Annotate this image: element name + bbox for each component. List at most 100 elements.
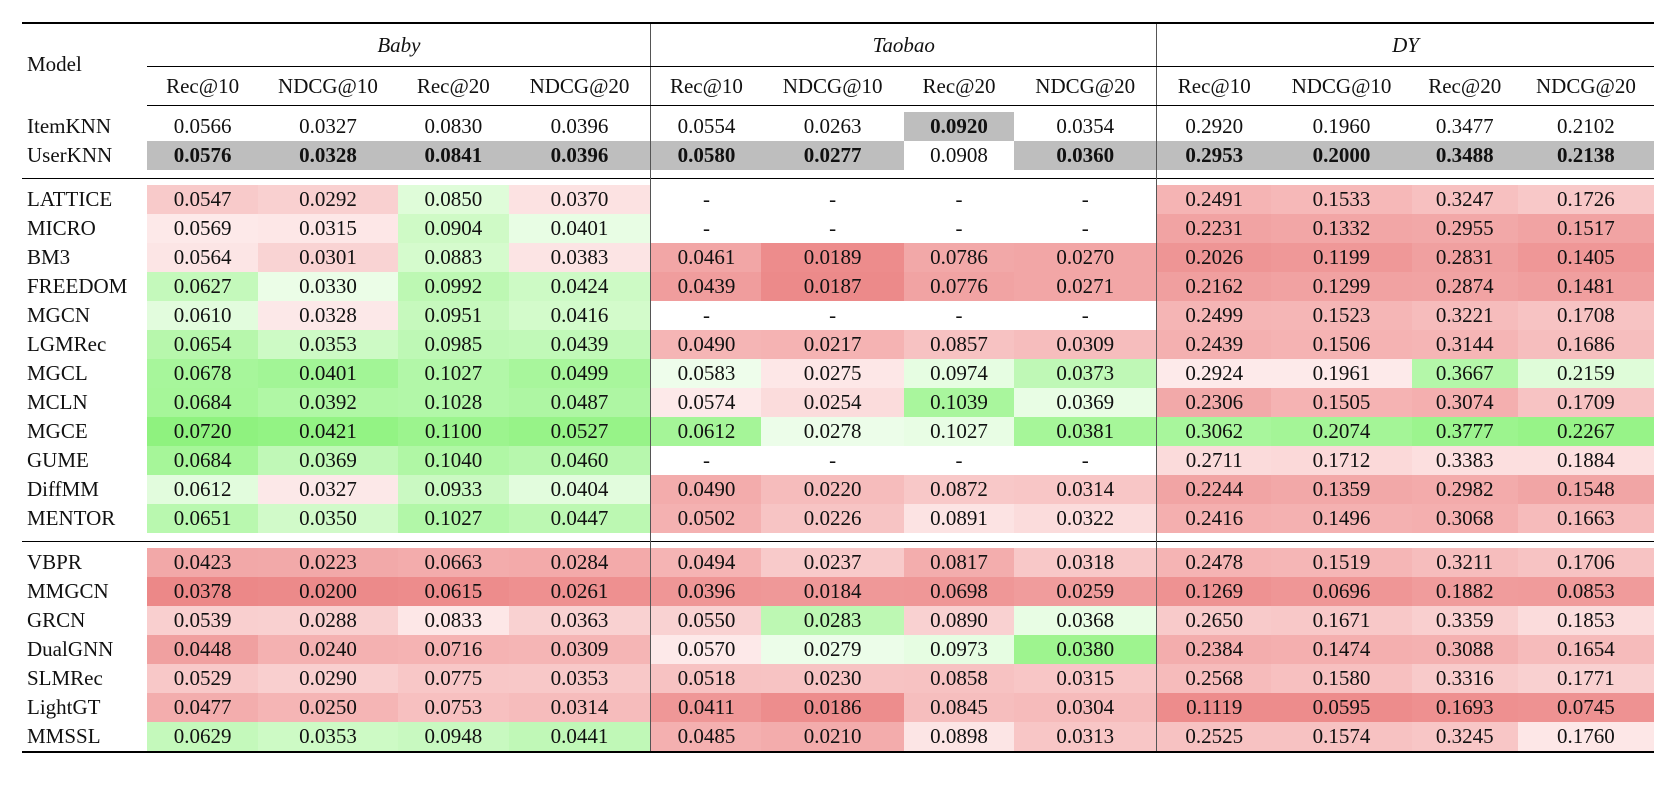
metric-cell: 0.3074 [1411,388,1518,417]
metric-cell: 0.0378 [147,577,258,606]
model-name: MMSSL [22,722,148,753]
metric-cell: 0.0237 [761,548,904,577]
metric-cell: 0.0490 [650,475,762,504]
metric-cell: 0.3247 [1411,185,1518,214]
metric-cell: 0.0416 [508,301,651,330]
metric-cell: 0.1574 [1271,722,1412,753]
metric-cell: 0.1760 [1517,722,1654,753]
group-separator [22,105,1654,112]
metric-cell: 0.0240 [257,635,399,664]
metric-header-taobao-ndcg-at-10: NDCG@10 [761,66,904,106]
metric-cell: 0.0654 [147,330,258,359]
metric-cell: 0.0845 [903,693,1015,722]
metric-cell: 0.0833 [398,606,509,635]
metric-cell: 0.1580 [1271,664,1412,693]
metric-cell: - [650,446,762,475]
metric-cell: 0.0933 [398,475,509,504]
metric-header-baby-rec-at-20: Rec@20 [398,66,509,106]
metric-cell: 0.0318 [1014,548,1157,577]
metric-cell: 0.2138 [1517,141,1654,170]
table-row-mmgcn: MMGCN 0.0378 0.0200 0.0615 0.0261 0.0396 0.018… [22,577,1654,606]
metric-cell: 0.0890 [903,606,1015,635]
model-name: DualGNN [27,637,114,661]
model-name: MCLN [27,390,88,414]
table-row-dualgnn: DualGNN 0.0448 0.0240 0.0716 0.0309 0.0570 0.0… [22,635,1654,664]
metric-cell: 0.0841 [398,141,509,170]
metric-cell: 0.0259 [1014,577,1157,606]
model-name: MICRO [27,216,96,240]
metric-cell: 0.0853 [1517,577,1654,606]
metric-cell: 0.0284 [508,548,651,577]
metric-cell: 0.0898 [903,722,1015,753]
metric-cell: 0.0974 [903,359,1015,388]
metric-cell: 0.1269 [1156,577,1272,606]
metric-cell: 0.3144 [1411,330,1518,359]
metric-cell: 0.0283 [761,606,904,635]
metric-cell: 0.2478 [1156,548,1272,577]
metric-cell: 0.0275 [761,359,904,388]
metric-cell: 0.1517 [1517,214,1654,243]
model-name: MMGCN [27,579,109,603]
table-row-userknn: UserKNN 0.0576 0.0328 0.0841 0.0396 0.0580 0.0… [22,141,1654,170]
metric-cell: 0.2953 [1156,141,1272,170]
metric-cell: 0.0288 [257,606,399,635]
metric-cell: 0.0684 [147,388,258,417]
metric-cell: 0.0314 [508,693,651,722]
metric-cell: 0.0301 [257,243,399,272]
metric-cell: 0.1686 [1517,330,1654,359]
metric-cell: 0.2831 [1411,243,1518,272]
metric-cell: 0.0612 [147,475,258,504]
metric-cell: 0.0569 [147,214,258,243]
metric-cell: 0.0277 [761,141,904,170]
model-name: GUME [27,448,89,472]
metric-cell: 0.0904 [398,214,509,243]
metric-cell: 0.0550 [650,606,762,635]
metric-cell: 0.0554 [650,112,762,141]
metric-cell: 0.0396 [508,141,651,170]
metric-cell: 0.0580 [650,141,762,170]
metric-cell: 0.0698 [903,577,1015,606]
metric-cell: 0.3221 [1411,301,1518,330]
metric-cell: 0.0850 [398,185,509,214]
metric-cell: 0.1726 [1517,185,1654,214]
metric-cell: 0.0627 [147,272,258,301]
dataset-header-taobao: Taobao [650,22,1157,67]
metric-cell: 0.0951 [398,301,509,330]
metric-cell: 0.0527 [508,417,651,446]
model-name: MGCL [27,361,88,385]
metric-cell: 0.0583 [650,359,762,388]
metric-cell: 0.0396 [550,114,609,138]
metric-cell: 0.0250 [257,693,399,722]
metric-cell: 0.1027 [398,504,509,533]
metric-cell: 0.1505 [1271,388,1412,417]
metric-cell: 0.0278 [761,417,904,446]
model-name: FREEDOM [27,274,128,298]
metric-cell: 0.0401 [508,214,651,243]
metric-cell: - [829,448,837,472]
metric-cell: 0.0629 [147,722,258,753]
metric-cell: 0.0401 [257,359,399,388]
metric-header-taobao-rec-at-10: Rec@10 [650,66,762,106]
metric-cell: 0.0187 [761,272,904,301]
metric-cell: 0.2026 [1156,243,1272,272]
metric-cell: 0.1027 [903,417,1015,446]
metric-cell: 0.0499 [508,359,651,388]
metric-cell: 0.0254 [761,388,904,417]
metric-cell: 0.0328 [257,141,399,170]
metric-cell: 0.0753 [398,693,509,722]
metric-cell: 0.0663 [398,548,509,577]
metric-cell: 0.0461 [650,243,762,272]
metric-cell: 0.0186 [761,693,904,722]
metric-cell: 0.0330 [257,272,399,301]
model-name: VBPR [27,550,82,574]
dataset-header-baby: Baby [147,22,651,67]
metric-cell: 0.0891 [903,504,1015,533]
metric-cell: 0.3088 [1411,635,1518,664]
metric-cell: 0.0547 [147,185,258,214]
metric-cell: 0.0314 [1014,475,1157,504]
table-row-lattice: LATTICE 0.0547 0.0292 0.0850 0.0370- - - -0.249… [22,185,1654,214]
group-separator [22,542,1654,548]
table-row-mmssl: MMSSL 0.0629 0.0353 0.0948 0.0441 0.0485 0.021… [22,722,1654,753]
metric-cell: 0.0477 [147,693,258,722]
metric-cell: 0.0217 [761,330,904,359]
